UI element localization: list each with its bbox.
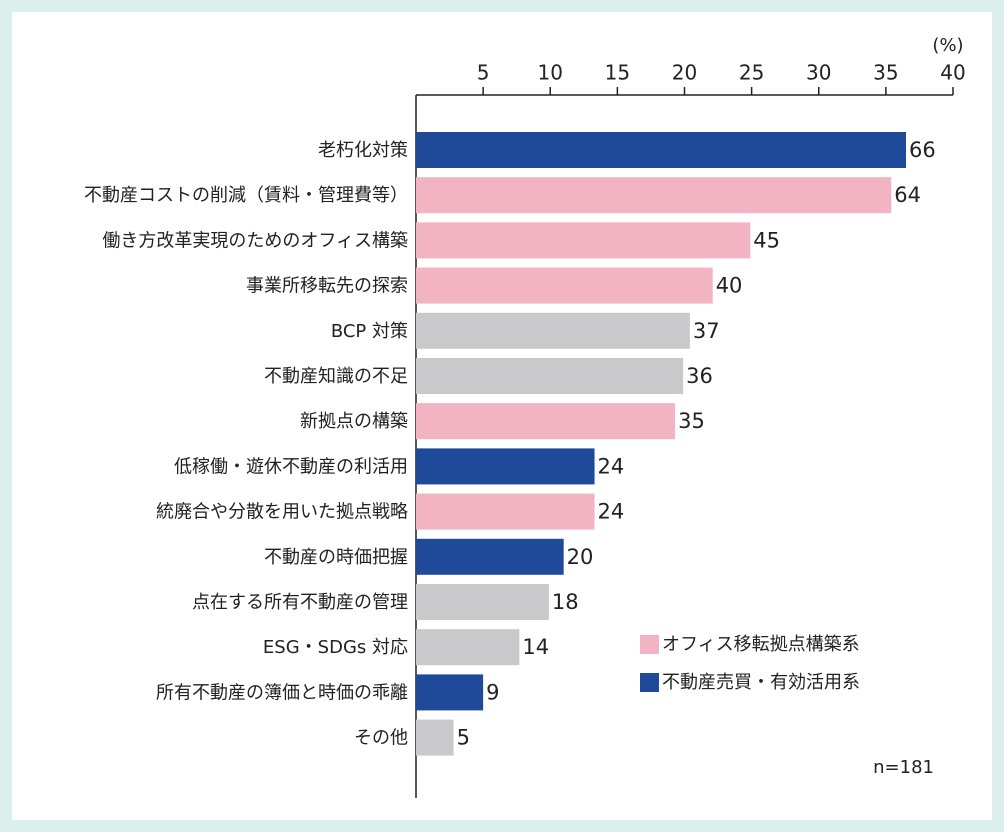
y-tick-label: 所有不動産の簿価と時価の乖離 bbox=[156, 682, 408, 703]
y-tick-label: 不動産コストの削減（賃料・管理費等） bbox=[84, 185, 408, 206]
data-label: 9 bbox=[486, 680, 499, 704]
bar bbox=[416, 719, 454, 756]
bar bbox=[416, 493, 595, 530]
data-label: 35 bbox=[678, 409, 705, 433]
x-tick-label: 5 bbox=[477, 61, 490, 85]
data-label: 18 bbox=[552, 590, 579, 614]
y-tick-label: 老朽化対策 bbox=[318, 140, 408, 161]
x-tick-label: 15 bbox=[605, 61, 630, 85]
y-tick-label: その他 bbox=[354, 728, 408, 749]
bar bbox=[416, 674, 484, 711]
bar bbox=[416, 403, 676, 440]
data-label: 37 bbox=[693, 319, 720, 343]
x-tick-label: 25 bbox=[739, 61, 764, 85]
y-tick-label: 新拠点の構築 bbox=[300, 411, 408, 432]
y-tick-label: 働き方改革実現のためのオフィス構築 bbox=[102, 230, 408, 251]
bar bbox=[416, 538, 564, 575]
y-tick-label: 不動産の時価把握 bbox=[264, 547, 408, 568]
data-label: 24 bbox=[598, 500, 625, 524]
data-label: 5 bbox=[457, 726, 470, 750]
legend-label: 不動産売買・有効活用系 bbox=[662, 672, 860, 693]
bar bbox=[416, 629, 520, 666]
data-label: 40 bbox=[716, 274, 743, 298]
x-tick-label: 30 bbox=[806, 61, 831, 85]
legend-swatch bbox=[640, 673, 659, 692]
unit-label: (%) bbox=[932, 35, 963, 56]
y-tick-label: 点在する所有不動産の管理 bbox=[192, 592, 408, 613]
y-tick-label: 不動産知識の不足 bbox=[264, 366, 408, 387]
bar bbox=[416, 132, 907, 168]
x-tick-label: 35 bbox=[873, 61, 898, 85]
y-tick-label: BCP 対策 bbox=[331, 321, 408, 342]
data-label: 36 bbox=[686, 364, 713, 388]
data-label: 14 bbox=[522, 635, 549, 659]
bar bbox=[416, 358, 684, 394]
y-tick-label: ESG・SDGs 対応 bbox=[263, 637, 408, 658]
bar bbox=[416, 584, 549, 620]
note: n=181 bbox=[873, 757, 934, 778]
bar bbox=[416, 177, 892, 214]
data-label: 24 bbox=[598, 454, 625, 478]
legend-swatch bbox=[640, 635, 659, 654]
data-label: 20 bbox=[567, 545, 594, 569]
bar bbox=[416, 267, 713, 304]
y-tick-label: 事業所移転先の探索 bbox=[246, 276, 408, 297]
bar bbox=[416, 312, 690, 349]
legend-label: オフィス移転拠点構築系 bbox=[662, 634, 860, 655]
x-tick-label: 10 bbox=[538, 61, 563, 85]
data-label: 45 bbox=[753, 228, 780, 252]
data-label: 66 bbox=[909, 138, 936, 162]
bar bbox=[416, 222, 751, 259]
y-tick-label: 低稼働・遊休不動産の利活用 bbox=[174, 456, 408, 477]
data-label: 64 bbox=[894, 183, 921, 207]
x-tick-label: 20 bbox=[672, 61, 697, 85]
bar bbox=[416, 448, 595, 485]
y-tick-label: 統廃合や分散を用いた拠点戦略 bbox=[156, 502, 408, 523]
x-tick-label: 40 bbox=[940, 61, 965, 85]
